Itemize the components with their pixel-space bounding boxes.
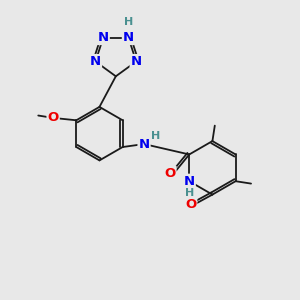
Text: N: N <box>123 31 134 44</box>
Text: N: N <box>184 175 195 188</box>
Text: O: O <box>47 111 59 124</box>
Text: N: N <box>139 138 150 151</box>
Text: N: N <box>130 55 142 68</box>
Text: N: N <box>90 55 101 68</box>
Text: N: N <box>98 31 109 44</box>
Text: H: H <box>184 188 194 197</box>
Text: H: H <box>124 17 134 27</box>
Text: H: H <box>151 131 160 141</box>
Text: O: O <box>185 199 196 212</box>
Text: O: O <box>164 167 175 180</box>
